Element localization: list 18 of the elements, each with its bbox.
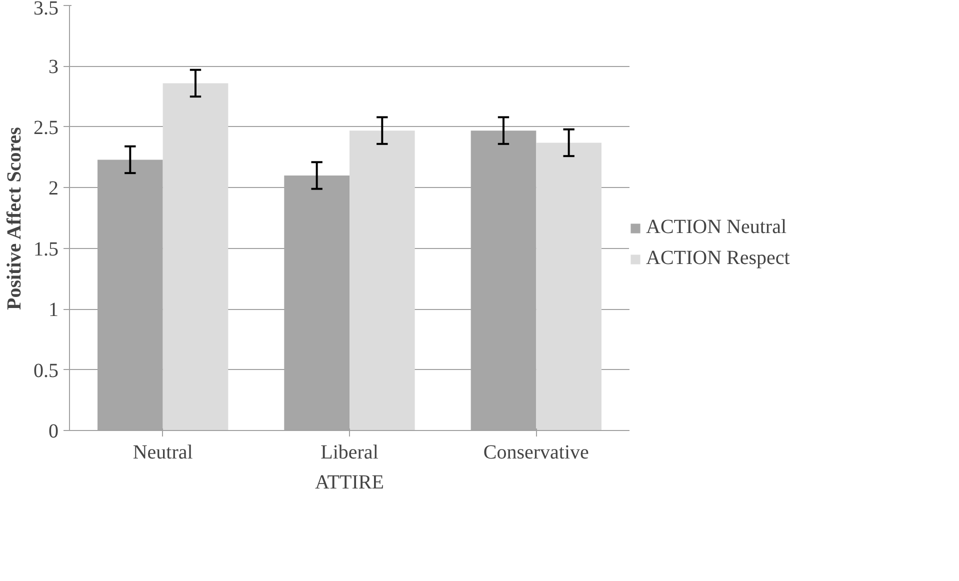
x-tick-label: Liberal [320, 442, 379, 464]
bar [162, 83, 228, 430]
y-tick-label: 2.5 [34, 116, 58, 139]
y-tick-label: 1 [48, 299, 58, 322]
y-tick-label: 1.5 [34, 238, 58, 260]
x-tick-label: Conservative [483, 442, 590, 464]
y-tick-label: 0 [48, 420, 58, 442]
bar [536, 142, 602, 430]
x-axis-title: ATTIRE [315, 472, 384, 494]
y-tick-label: 0.5 [34, 360, 58, 382]
bar [350, 130, 415, 430]
y-tick-label: 3 [48, 56, 58, 78]
y-tick-label: 2 [48, 178, 58, 200]
y-tick-label: 3.5 [34, 0, 58, 20]
legend-label: ACTION Respect [646, 247, 790, 270]
y-axis-title: Positive Affect Scores [4, 126, 26, 310]
x-tick-label: Neutral [132, 442, 194, 464]
legend-label: ACTION Neutral [646, 216, 787, 239]
